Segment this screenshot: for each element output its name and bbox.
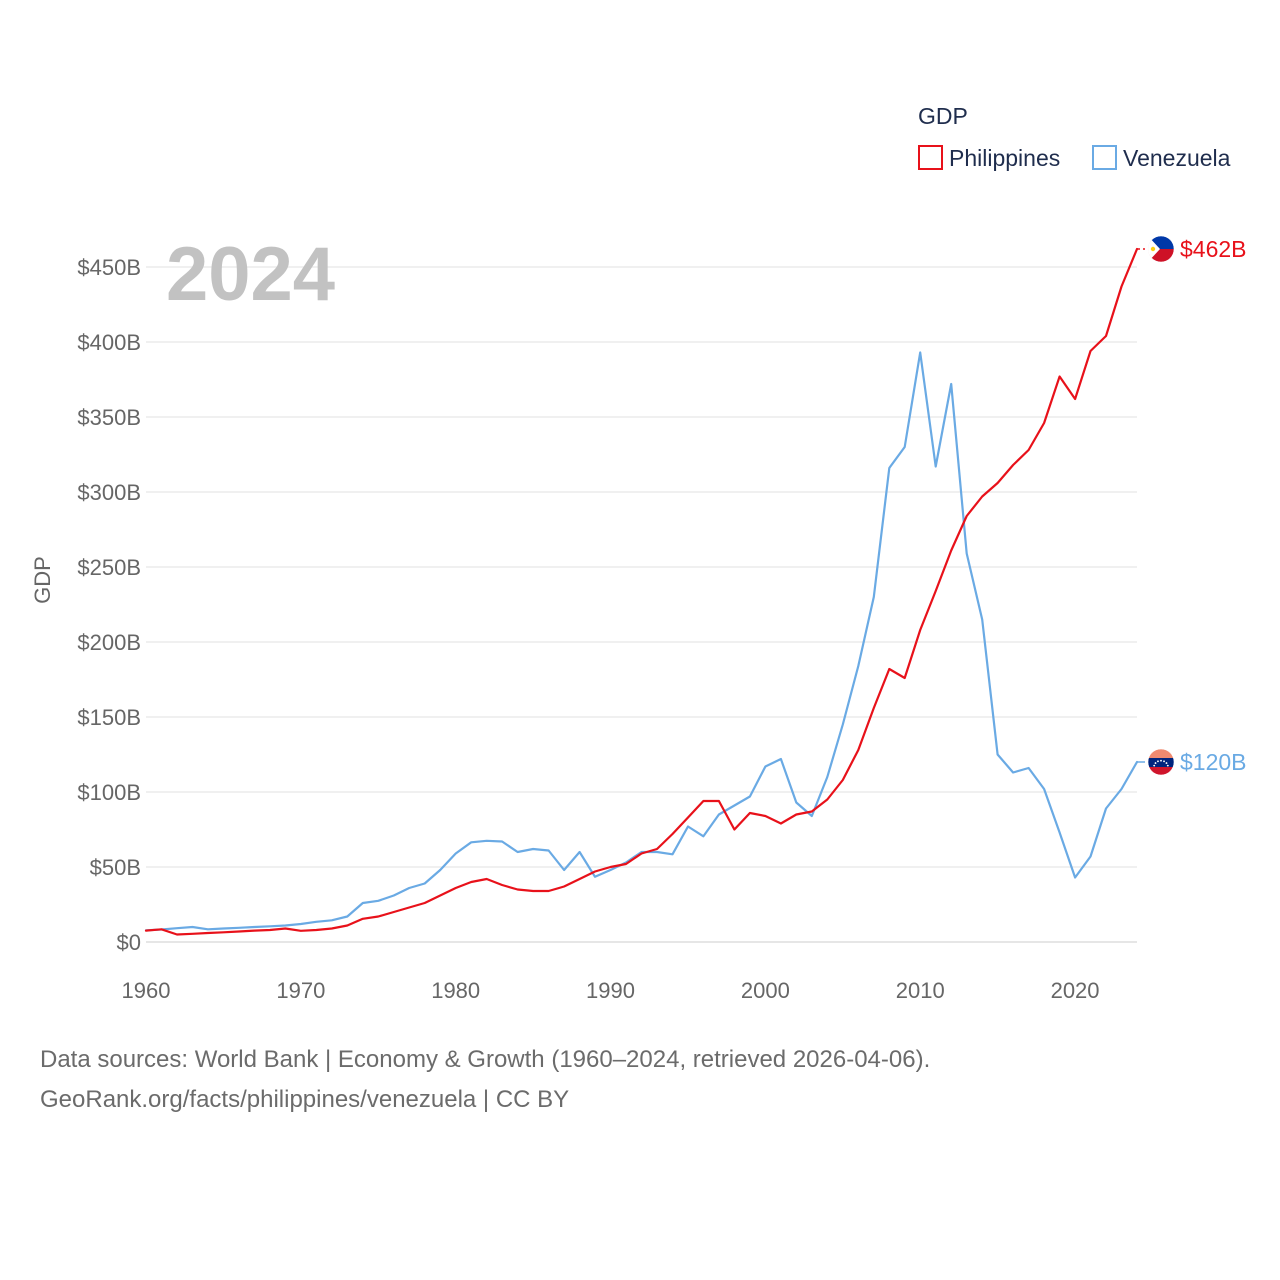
legend-label-philippines: Philippines bbox=[949, 145, 1060, 171]
end-value-label-philippines: $462B bbox=[1180, 236, 1247, 262]
year-watermark: 2024 bbox=[166, 232, 335, 317]
x-tick-label: 2020 bbox=[1051, 978, 1100, 1003]
legend-swatch-venezuela bbox=[1092, 145, 1117, 170]
x-tick-label: 1970 bbox=[276, 978, 325, 1003]
y-tick-label: $400B bbox=[77, 330, 141, 355]
flag-badge-philippines bbox=[1147, 235, 1175, 263]
x-tick-label: 1960 bbox=[122, 978, 171, 1003]
source-line-1: Data sources: World Bank | Economy & Gro… bbox=[40, 1046, 931, 1073]
y-tick-label: $300B bbox=[77, 480, 141, 505]
flag-badge-venezuela bbox=[1147, 748, 1175, 776]
series-line-philippines[interactable] bbox=[144, 247, 1139, 936]
y-tick-label: $50B bbox=[90, 855, 141, 880]
y-tick-label: $0 bbox=[117, 930, 141, 955]
data-source-note: Data sources: World Bank | Economy & Gro… bbox=[40, 1040, 1240, 1120]
series-lines bbox=[144, 247, 1139, 936]
y-axis-ticks: $0 $50B $100B $150B $200B $250B $300B $350B $400… bbox=[77, 255, 141, 955]
x-tick-label: 1990 bbox=[586, 978, 635, 1003]
end-value-label-venezuela: $120B bbox=[1180, 749, 1247, 775]
y-tick-label: $100B bbox=[77, 780, 141, 805]
gridlines bbox=[146, 266, 1137, 943]
x-tick-label: 1980 bbox=[431, 978, 480, 1003]
y-tick-label: $150B bbox=[77, 705, 141, 730]
legend-item-venezuela[interactable]: Venezuela bbox=[1092, 145, 1231, 171]
series-line-venezuela[interactable] bbox=[144, 351, 1139, 932]
x-tick-label: 2010 bbox=[896, 978, 945, 1003]
legend-swatch-philippines bbox=[918, 145, 943, 170]
legend-label-venezuela: Venezuela bbox=[1123, 145, 1231, 171]
legend: GDP Philippines Venezuela bbox=[918, 103, 1231, 171]
legend-item-philippines[interactable]: Philippines bbox=[918, 145, 1060, 171]
x-axis-ticks: 1960 1970 1980 1990 2000 2010 2020 bbox=[122, 978, 1100, 1003]
gdp-line-chart: $0 $50B $100B $150B $200B $250B $300B $350B $400… bbox=[30, 103, 1247, 1003]
y-tick-label: $350B bbox=[77, 405, 141, 430]
y-axis-title: GDP bbox=[30, 556, 55, 604]
source-line-2[interactable]: GeoRank.org/facts/philippines/venezuela … bbox=[40, 1086, 570, 1113]
y-tick-label: $450B bbox=[77, 255, 141, 280]
y-tick-label: $250B bbox=[77, 555, 141, 580]
x-tick-label: 2000 bbox=[741, 978, 790, 1003]
y-tick-label: $200B bbox=[77, 630, 141, 655]
series-end-markers: $462B $120B bbox=[1137, 235, 1247, 776]
legend-title: GDP bbox=[918, 103, 968, 129]
